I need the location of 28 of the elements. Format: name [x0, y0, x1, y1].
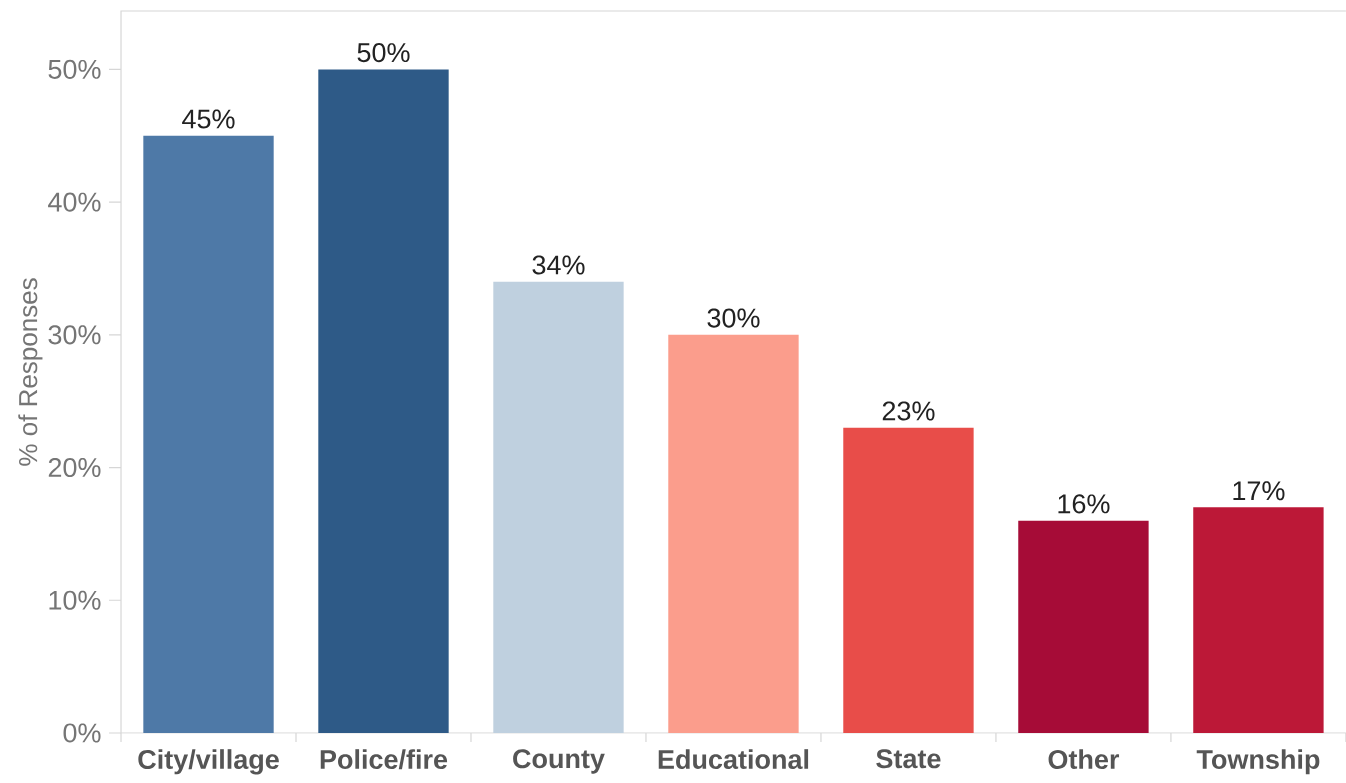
bar	[1018, 520, 1149, 733]
data-label: 23%	[882, 401, 935, 421]
y-tick-label: 10%	[49, 590, 101, 610]
x-tick-label: Township	[1196, 749, 1320, 775]
x-tick-label: County	[513, 749, 605, 774]
bar	[668, 334, 799, 733]
x-tick-label: Police/fire	[320, 749, 448, 770]
x-tick-label: State	[876, 749, 941, 769]
bar	[493, 281, 624, 733]
data-label: 30%	[707, 308, 760, 328]
y-tick-label: 0%	[63, 723, 101, 743]
y-tick-label: 30%	[48, 325, 101, 345]
data-label: 34%	[532, 255, 585, 275]
data-label: 17%	[1233, 481, 1285, 501]
y-tick-label: 20%	[48, 457, 101, 478]
bar	[1193, 507, 1324, 733]
data-label: 16%	[1058, 494, 1110, 514]
bar	[143, 135, 274, 733]
x-tick-label: City/village	[138, 749, 279, 775]
y-axis-title: % of Responses	[18, 278, 43, 466]
data-label: 45%	[182, 109, 235, 129]
bar	[843, 427, 974, 733]
data-label: 50%	[357, 43, 410, 63]
x-tick-label: Educational	[658, 749, 809, 770]
x-tick-label: Other	[1048, 749, 1120, 770]
y-tick-label: 40%	[48, 192, 101, 212]
y-tick-label: 50%	[48, 59, 101, 79]
bar	[318, 69, 449, 733]
